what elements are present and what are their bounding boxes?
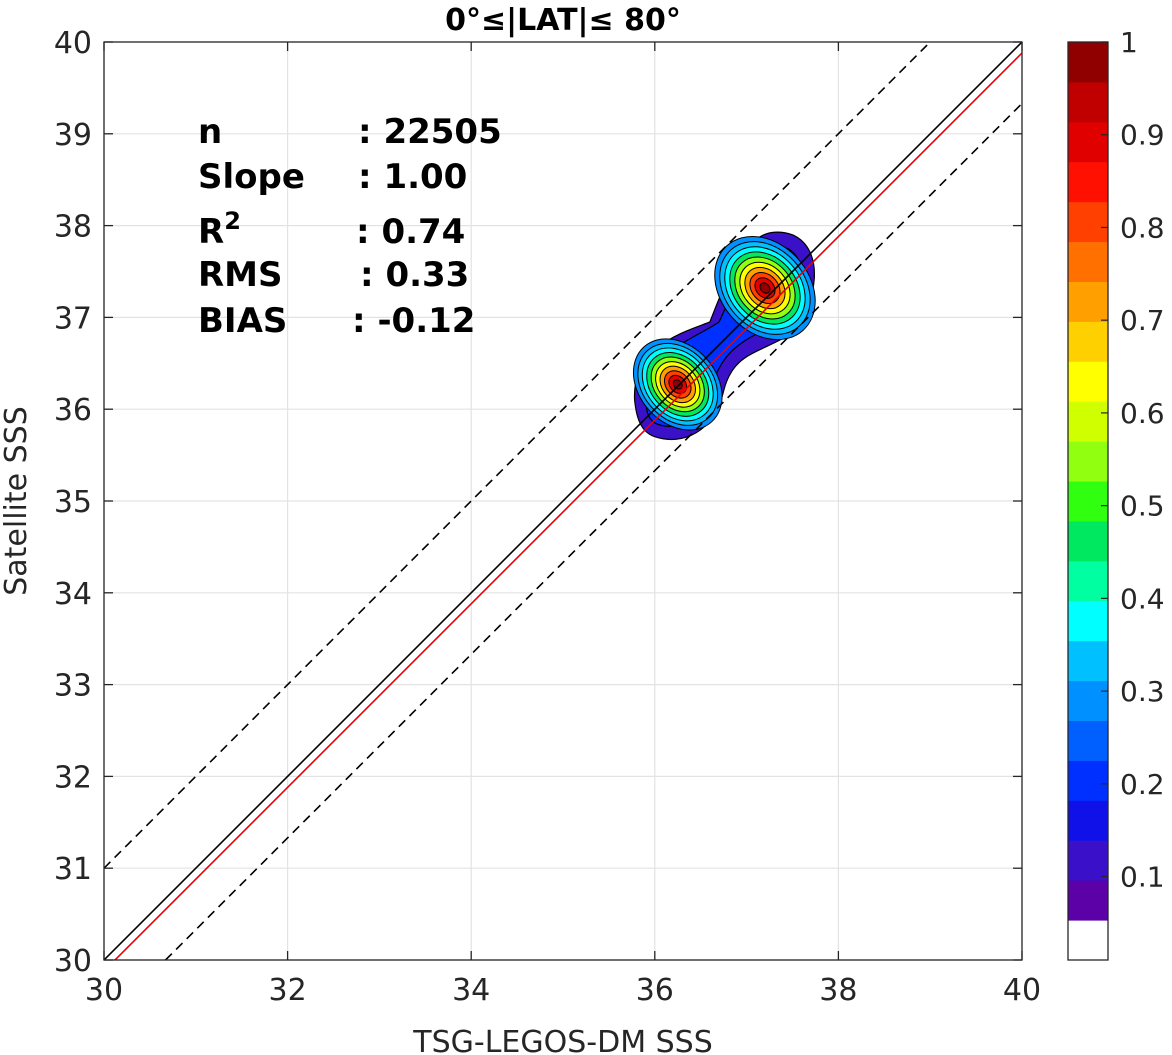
stat-label: n bbox=[198, 112, 222, 152]
colorbar-tick-label: 0.9 bbox=[1120, 119, 1165, 152]
density-contour bbox=[759, 282, 771, 294]
colorbar-tick-label: 0.6 bbox=[1120, 397, 1165, 430]
colorbar-tick-label: 0.3 bbox=[1120, 675, 1165, 708]
grid bbox=[103, 41, 1023, 961]
colorbar-swatch bbox=[1068, 161, 1108, 203]
colorbar-swatch bbox=[1068, 401, 1108, 442]
colorbar-tick-label: 0.7 bbox=[1120, 304, 1165, 337]
colorbar-tick-label: 0.5 bbox=[1120, 490, 1165, 523]
colorbar-swatch bbox=[1068, 481, 1108, 522]
colorbar-swatch bbox=[1068, 321, 1108, 362]
colorbar-swatch bbox=[1068, 441, 1108, 482]
stat-value: : 22505 bbox=[358, 112, 502, 152]
colorbar-swatch bbox=[1068, 520, 1108, 562]
colorbar-tick-label: 1 bbox=[1120, 26, 1138, 59]
y-tick-label: 35 bbox=[54, 485, 92, 520]
y-tick-label: 33 bbox=[54, 669, 92, 704]
chart-title: 0°≤|LAT|≤ 80° bbox=[445, 3, 681, 38]
y-tick-label: 38 bbox=[54, 210, 92, 245]
y-tick-label: 37 bbox=[54, 301, 92, 336]
colorbar-tick-label: 0.1 bbox=[1120, 861, 1165, 894]
y-tick-label: 36 bbox=[54, 393, 92, 428]
colorbar-swatch bbox=[1068, 600, 1108, 642]
density-contours bbox=[632, 231, 816, 441]
y-tick-label: 31 bbox=[54, 852, 92, 887]
stat-value: : -0.12 bbox=[352, 301, 475, 341]
y-axis-ticks: 30 31 32 33 34 35 36 37 38 39 40 bbox=[54, 26, 1022, 979]
colorbar-swatch bbox=[1068, 201, 1108, 243]
y-axis-label: Satellite SSS bbox=[0, 406, 34, 596]
colorbar-tick-label: 0.4 bbox=[1120, 582, 1165, 615]
x-tick-label: 38 bbox=[819, 973, 857, 1008]
colorbar-swatch bbox=[1068, 920, 1108, 961]
colorbar-swatch bbox=[1068, 560, 1108, 602]
y-tick-label: 32 bbox=[54, 760, 92, 795]
colorbar: 0.1 0.2 0.3 0.4 0.5 0.6 0.7 0.8 0.9 1 bbox=[1067, 26, 1165, 961]
stat-value: : 1.00 bbox=[358, 157, 467, 197]
colorbar-swatch bbox=[1068, 241, 1108, 282]
stat-label: BIAS bbox=[198, 301, 287, 341]
colorbar-tick-label: 0.8 bbox=[1120, 211, 1165, 244]
x-tick-label: 32 bbox=[269, 973, 307, 1008]
colorbar-tick-label: 0.2 bbox=[1120, 768, 1165, 801]
y-tick-label: 34 bbox=[54, 577, 92, 612]
colorbar-frame bbox=[1067, 41, 1109, 961]
x-tick-label: 40 bbox=[1003, 973, 1041, 1008]
x-tick-label: 34 bbox=[452, 973, 490, 1008]
reference-lines bbox=[104, 42, 1022, 960]
colorbar-swatch bbox=[1068, 640, 1108, 682]
colorbar-swatch bbox=[1068, 361, 1108, 402]
y-tick-label: 40 bbox=[54, 26, 92, 61]
colorbar-swatch bbox=[1068, 81, 1108, 123]
x-axis-ticks: 30 32 34 36 38 40 bbox=[85, 42, 1041, 1008]
colorbar-swatch bbox=[1068, 281, 1108, 322]
colorbar-swatch bbox=[1068, 42, 1108, 83]
stat-label: R2 bbox=[198, 207, 241, 252]
x-tick-label: 36 bbox=[636, 973, 674, 1008]
y-tick-label: 39 bbox=[54, 118, 92, 153]
colorbar-swatch bbox=[1068, 760, 1108, 801]
x-axis-label: TSG-LEGOS-DM SSS bbox=[412, 1025, 713, 1055]
stat-label: RMS bbox=[198, 255, 283, 295]
colorbar-swatch bbox=[1068, 880, 1108, 921]
colorbar-swatch bbox=[1068, 800, 1108, 841]
colorbar-swatch bbox=[1068, 720, 1108, 761]
colorbar-swatch bbox=[1068, 680, 1108, 722]
stat-value: : 0.74 bbox=[356, 212, 465, 252]
colorbar-swatch bbox=[1068, 121, 1108, 163]
density-contour bbox=[672, 379, 683, 390]
stat-label: Slope bbox=[198, 157, 305, 197]
line-identity bbox=[104, 42, 1022, 960]
line-lower-bound bbox=[164, 102, 1022, 960]
stats-box: n : 22505 Slope : 1.00 R2 : 0.74 RMS : 0.33 BIAS… bbox=[198, 112, 502, 341]
colorbar-swatch bbox=[1068, 840, 1108, 881]
line-fit bbox=[113, 52, 1022, 960]
stat-value: : 0.33 bbox=[360, 255, 469, 295]
y-tick-label: 30 bbox=[54, 944, 92, 979]
x-tick-label: 30 bbox=[85, 973, 123, 1008]
